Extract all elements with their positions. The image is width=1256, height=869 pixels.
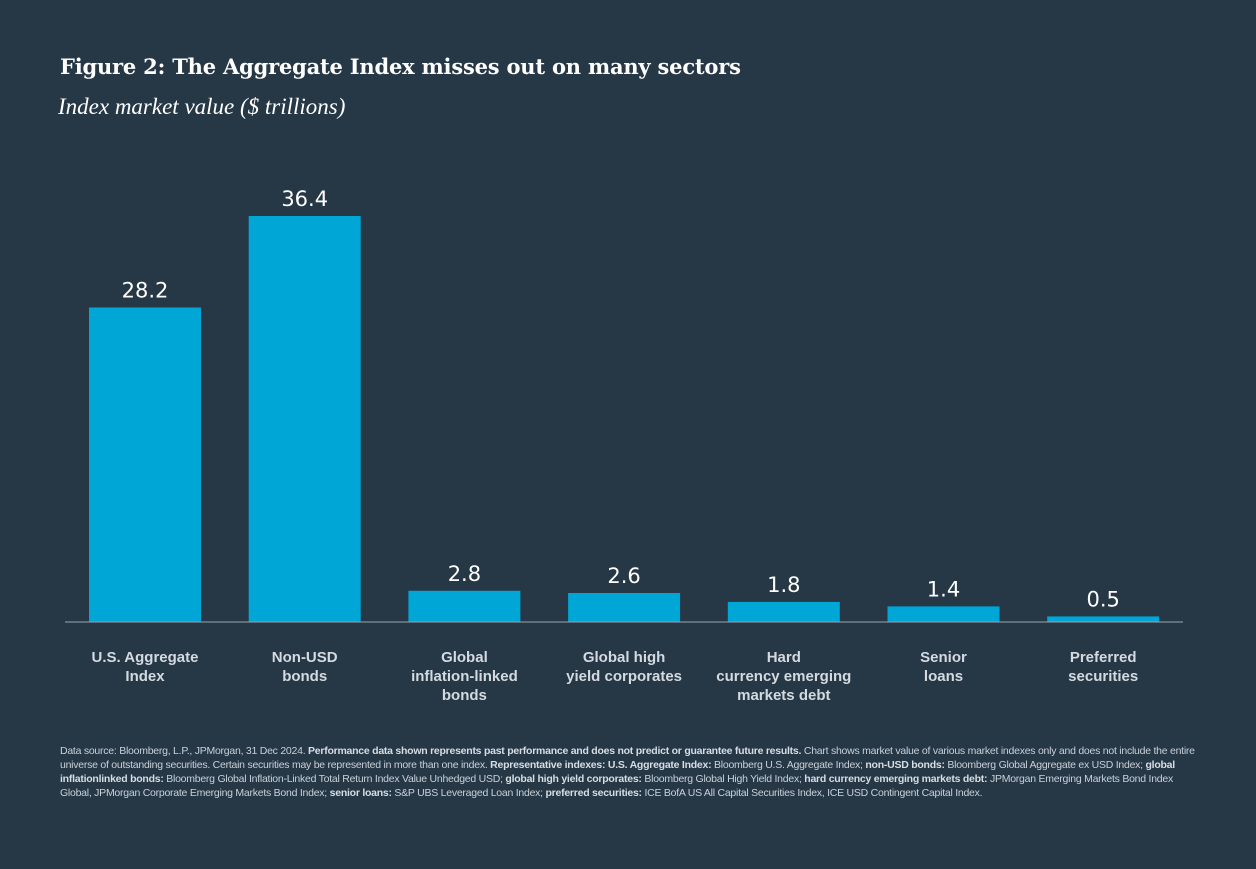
bar [887, 606, 1000, 622]
category-label: markets debt [737, 687, 830, 704]
data-label: 28.2 [122, 278, 169, 302]
footnote-segment: preferred securities: [545, 787, 643, 799]
bar [568, 593, 681, 622]
category-label: Senior [920, 649, 967, 666]
category-label: currency emerging [716, 668, 851, 685]
footnote-segment: Chart shows market value of various mark… [60, 745, 1195, 771]
footnote-segment: ICE BofA US All Capital Securities Index… [641, 787, 983, 799]
category-label: loans [924, 668, 963, 685]
footnote-segment: global inflationlinked bonds: [60, 759, 1175, 785]
category-label: yield corporates [566, 668, 682, 685]
bar [1047, 616, 1160, 622]
category-label: inflation-linked [411, 668, 518, 685]
data-label: 1.8 [767, 573, 800, 597]
category-label: Non-USD [272, 649, 338, 666]
category-label: Hard [767, 649, 801, 666]
footnote: Data source: Bloomberg, L.P., JPMorgan, … [60, 744, 1200, 800]
chart-subtitle: Index market value ($ trillions) [58, 94, 346, 119]
bar-chart: 28.2 U.S. Aggregate Index 36.4 Non-USD bonds 2… [65, 187, 1183, 704]
data-label: 0.5 [1086, 587, 1119, 611]
category-label: bonds [442, 687, 487, 704]
data-label: 2.8 [448, 562, 481, 586]
footnote-segment: S&P UBS Leveraged Loan Index; [391, 787, 546, 799]
footnote-segment: Representative indexes: U.S. Aggregate I… [490, 759, 712, 771]
footnote-segment: global high yield corporates: [505, 773, 642, 785]
footnote-segment: Bloomberg U.S. Aggregate Index; [711, 759, 866, 771]
bar [248, 216, 361, 622]
footnote-segment: hard currency emerging markets debt: [804, 773, 988, 785]
data-label: 1.4 [927, 577, 960, 601]
category-label: securities [1068, 668, 1138, 685]
bar [727, 601, 840, 622]
category-label: Global high [583, 649, 666, 666]
category-label: U.S. Aggregate [92, 649, 199, 666]
footnote-segment: JPMorgan Emerging Markets Bond Index Glo… [60, 773, 1173, 799]
category-label: Preferred [1070, 649, 1137, 666]
footnote-segment: Data source: Bloomberg, L.P., JPMorgan, … [60, 745, 309, 757]
category-label: Global [441, 649, 488, 666]
chart-title: Figure 2: The Aggregate Index misses out… [60, 54, 741, 79]
data-label: 2.6 [607, 564, 640, 588]
footnote-segment: Bloomberg Global Inflation-Linked Total … [163, 773, 506, 785]
bar [408, 590, 521, 622]
footnote-segment: senior loans: [329, 787, 392, 799]
bar [89, 307, 201, 622]
footnote-segment: Bloomberg Global Aggregate ex USD Index; [944, 759, 1146, 771]
footnote-segment: non-USD bonds: [865, 759, 945, 771]
data-label: 36.4 [281, 187, 328, 211]
footnote-segment: Performance data shown represents past p… [308, 745, 802, 757]
footnote-segment: Bloomberg Global High Yield Index; [641, 773, 805, 785]
category-label: Index [125, 668, 165, 685]
category-label: bonds [282, 668, 327, 685]
